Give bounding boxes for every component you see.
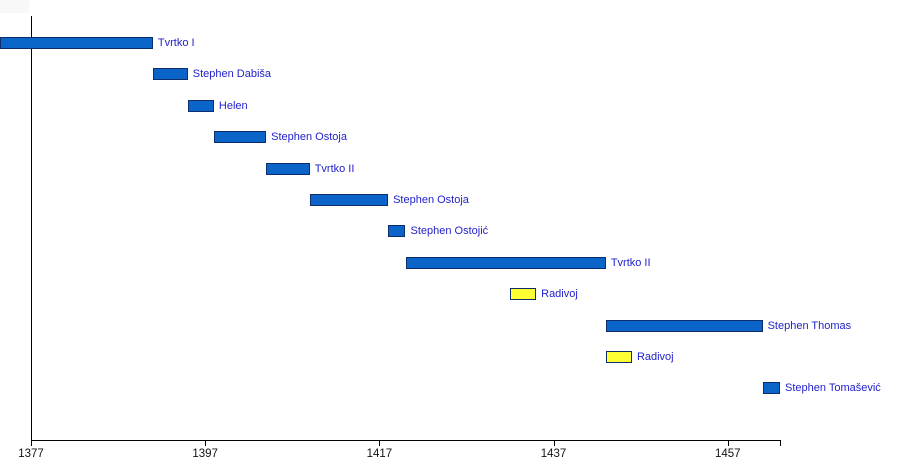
y-axis-line <box>31 16 32 441</box>
timeline-bar <box>405 256 606 269</box>
bar-label: Tvrtko II <box>610 256 651 269</box>
x-axis-line <box>31 440 781 441</box>
bar-label: Radivoj <box>636 351 674 363</box>
timeline-bar <box>388 225 406 238</box>
bar-label: Tvrtko II <box>314 162 355 175</box>
x-tick <box>379 441 381 446</box>
bar-label: Tvrtko I <box>157 37 195 49</box>
x-tick <box>31 441 32 446</box>
timeline-bar <box>187 99 214 112</box>
x-tick-end <box>780 441 781 446</box>
timeline-bar <box>605 351 632 363</box>
bar-label: Radivoj <box>541 288 578 301</box>
timeline-bar <box>510 288 537 301</box>
bar-label: Stephen Ostojić <box>410 225 489 238</box>
bar-label: Stephen Ostoja <box>393 194 469 206</box>
timeline-bar <box>266 162 310 175</box>
x-tick <box>205 441 207 446</box>
corner-artifact <box>0 0 29 13</box>
x-tick <box>553 441 555 446</box>
bar-label: Stephen Ostoja <box>271 131 347 144</box>
timeline-bar <box>309 194 389 206</box>
timeline-bar <box>762 382 780 395</box>
x-tick-label: 1417 <box>366 448 393 460</box>
bar-label: Stephen Thomas <box>767 319 852 332</box>
timeline-bar <box>605 319 763 332</box>
bar-label: Helen <box>218 99 248 112</box>
timeline-bar <box>0 37 153 49</box>
x-tick-label: 1377 <box>18 448 44 460</box>
timeline-bar <box>152 68 188 81</box>
x-tick-label: 1457 <box>714 448 741 460</box>
bar-label: Stephen Dabiša <box>192 68 272 81</box>
bar-label: Stephen Tomašević <box>785 382 881 395</box>
timeline-bar <box>213 131 267 144</box>
x-tick <box>727 441 729 446</box>
x-tick-label: 1397 <box>192 448 218 460</box>
x-tick-label: 1437 <box>540 448 567 460</box>
